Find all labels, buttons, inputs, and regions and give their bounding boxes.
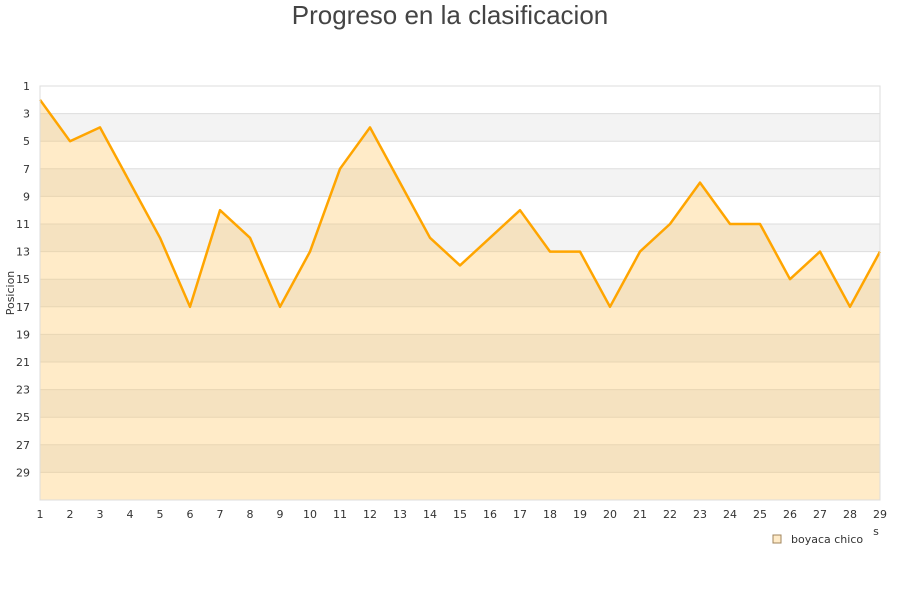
plot-border <box>39 85 881 501</box>
y-tick-label: 27 <box>16 439 30 452</box>
x-tick-label: 29 <box>873 508 887 521</box>
y-tick-label: 9 <box>23 190 30 203</box>
x-tick-label: 10 <box>303 508 317 521</box>
y-tick-label: 15 <box>16 273 30 286</box>
x-tick-label: 2 <box>67 508 74 521</box>
y-tick-label: 29 <box>16 466 30 479</box>
x-tick-label: 6 <box>187 508 194 521</box>
x-tick-label: 17 <box>513 508 527 521</box>
x-tick-label: 28 <box>843 508 857 521</box>
legend-swatch <box>772 534 782 544</box>
y-tick-label: 21 <box>16 356 30 369</box>
legend[interactable]: boyaca chico <box>772 533 863 546</box>
x-tick-label: 9 <box>277 508 284 521</box>
x-tick-label: 1 <box>37 508 44 521</box>
x-tick-label: 4 <box>127 508 134 521</box>
area-band <box>40 389 880 418</box>
x-tick-label: 8 <box>247 508 254 521</box>
x-tick-label: 23 <box>693 508 707 521</box>
x-tick-label: 25 <box>753 508 767 521</box>
y-tick-label: 7 <box>23 163 30 176</box>
y-tick-label: 19 <box>16 328 30 341</box>
x-tick-label: 19 <box>573 508 587 521</box>
x-tick-label: 22 <box>663 508 677 521</box>
x-tick-label: 5 <box>157 508 164 521</box>
x-tick-label: 26 <box>783 508 797 521</box>
x-tick-label: 16 <box>483 508 497 521</box>
y-tick-label: 23 <box>16 384 30 397</box>
legend-label[interactable]: boyaca chico <box>791 533 863 546</box>
area-band <box>40 279 880 307</box>
grid-band <box>40 168 880 197</box>
grid-band <box>40 113 880 142</box>
x-tick-label: 3 <box>97 508 104 521</box>
x-tick-label: 15 <box>453 508 467 521</box>
y-tick-label: 5 <box>23 135 30 148</box>
x-tick-label: 12 <box>363 508 377 521</box>
y-axis-label: Posicion <box>4 271 17 316</box>
x-tick-label: 24 <box>723 508 737 521</box>
x-axis-label: s <box>873 525 879 538</box>
x-tick-label: 20 <box>603 508 617 521</box>
y-tick-label: 17 <box>16 301 30 314</box>
y-tick-label: 25 <box>16 411 30 424</box>
x-tick-label: 11 <box>333 508 347 521</box>
x-tick-label: 27 <box>813 508 827 521</box>
area-band <box>40 444 880 473</box>
x-tick-label: 13 <box>393 508 407 521</box>
x-tick-label: 21 <box>633 508 647 521</box>
y-tick-label: 11 <box>16 218 30 231</box>
area-band <box>40 334 880 362</box>
chart-title: Progreso en la clasificacion <box>292 0 609 30</box>
y-tick-label: 1 <box>23 80 30 93</box>
x-tick-label: 7 <box>217 508 224 521</box>
y-tick-label: 3 <box>23 108 30 121</box>
x-tick-label: 14 <box>423 508 437 521</box>
x-tick-label: 18 <box>543 508 557 521</box>
y-tick-label: 13 <box>16 246 30 259</box>
